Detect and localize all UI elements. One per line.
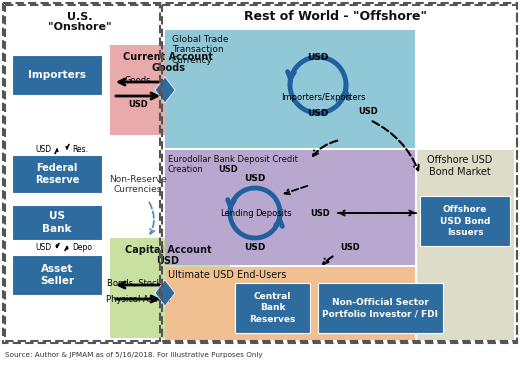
Text: Importers/Exporters: Importers/Exporters	[281, 93, 365, 102]
Bar	[162, 5, 517, 341]
Text: Eurodollar Bank Deposit Credit: Eurodollar Bank Deposit Credit	[168, 155, 298, 164]
Text: Capital Account: Capital Account	[125, 245, 211, 255]
Bar	[235, 283, 310, 333]
Bar	[12, 155, 102, 193]
Text: Bonds, Stocks,: Bonds, Stocks,	[107, 279, 169, 288]
Bar	[165, 30, 415, 148]
Text: USD: USD	[128, 100, 148, 109]
Text: Ultimate USD End-Users: Ultimate USD End-Users	[168, 270, 287, 280]
Text: Non-Official Sector
Portfolio Investor / FDI: Non-Official Sector Portfolio Investor /…	[322, 298, 438, 318]
Text: Global Trade
Transaction
Currency: Global Trade Transaction Currency	[172, 35, 228, 65]
Text: Goods: Goods	[125, 76, 151, 85]
Text: USD: USD	[36, 242, 52, 251]
Polygon shape	[155, 77, 175, 103]
Text: Offshore
USD Bond
Issuers: Offshore USD Bond Issuers	[440, 205, 490, 237]
Bar	[12, 205, 102, 240]
Polygon shape	[155, 280, 175, 306]
Text: USD: USD	[244, 243, 266, 252]
Text: Creation: Creation	[168, 165, 204, 174]
Text: Res.: Res.	[72, 145, 88, 154]
Text: USD: USD	[307, 109, 329, 118]
Text: USD: USD	[244, 174, 266, 183]
Bar	[420, 196, 510, 246]
Text: Current Account: Current Account	[123, 52, 213, 62]
Text: Central
Bank
Reserves: Central Bank Reserves	[249, 292, 296, 324]
Text: "Onshore": "Onshore"	[48, 22, 112, 32]
Text: Deposits: Deposits	[255, 208, 291, 218]
Text: USD: USD	[218, 165, 238, 174]
Bar	[110, 238, 230, 338]
Text: Importers: Importers	[28, 70, 86, 80]
Bar	[12, 255, 102, 295]
Text: Rest of World - "Offshore": Rest of World - "Offshore"	[244, 10, 427, 23]
Bar	[110, 45, 230, 135]
Text: USD: USD	[157, 256, 179, 266]
Text: Physical Assets: Physical Assets	[106, 295, 170, 304]
Bar	[12, 55, 102, 95]
Text: Asset
Seller: Asset Seller	[40, 264, 74, 286]
Text: Source: Author & JPMAM as of 5/16/2018. For Illustrative Purposes Only: Source: Author & JPMAM as of 5/16/2018. …	[5, 352, 263, 358]
Bar	[318, 283, 443, 333]
Bar	[165, 267, 415, 340]
Text: Depo: Depo	[72, 242, 92, 251]
Text: USD: USD	[310, 208, 330, 218]
Text: Offshore USD
Bond Market: Offshore USD Bond Market	[427, 155, 492, 177]
Text: Federal
Reserve: Federal Reserve	[35, 163, 79, 185]
Text: USD: USD	[340, 243, 360, 253]
Text: Lending: Lending	[220, 208, 254, 218]
Bar	[5, 5, 160, 341]
Text: USD: USD	[358, 108, 378, 116]
Text: Goods: Goods	[151, 63, 185, 73]
Text: USD: USD	[307, 53, 329, 62]
Text: U.S.: U.S.	[67, 12, 93, 22]
Text: USD: USD	[36, 145, 52, 154]
Text: Non-Reserve
Currencies: Non-Reserve Currencies	[109, 175, 167, 195]
Text: US
Bank: US Bank	[42, 211, 72, 234]
Bar	[417, 150, 514, 340]
Bar	[165, 150, 415, 265]
